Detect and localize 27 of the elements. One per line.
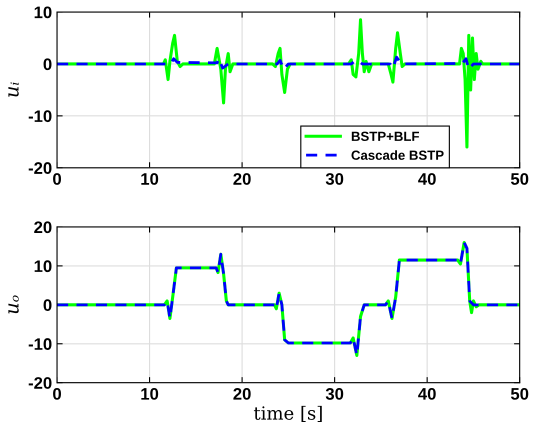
legend-label: BSTP+BLF — [352, 132, 420, 141]
x-tick-label: 0 — [53, 173, 61, 185]
y-tick-label: -20 — [28, 377, 52, 389]
x-tick-label: 40 — [418, 173, 436, 185]
y-tick-label: 0 — [44, 299, 52, 312]
x-tick-label: 20 — [233, 173, 251, 185]
y-tick-label: 20 — [34, 221, 52, 234]
y-tick-label: -10 — [28, 338, 52, 350]
y-tick-label: 10 — [34, 6, 52, 18]
y-axis-title: uₒ — [8, 295, 19, 314]
x-tick-label: 50 — [510, 173, 528, 185]
x-tick-label: 20 — [233, 388, 251, 400]
x-tick-label: 10 — [141, 388, 158, 400]
y-tick-label: -10 — [28, 110, 52, 122]
y-tick-label: 0 — [44, 58, 52, 70]
x-tick-label: 40 — [418, 388, 436, 400]
x-tick-label: 30 — [326, 388, 344, 400]
line-series — [57, 56, 520, 71]
x-tick-label: 10 — [141, 173, 158, 185]
y-tick-label: -20 — [28, 162, 52, 174]
y-axis-title: uᵢ — [8, 82, 19, 97]
x-tick-label: 50 — [510, 388, 528, 400]
x-tick-label: 0 — [53, 388, 61, 400]
x-axis-title: time [s] — [254, 406, 322, 422]
y-tick-label: 10 — [34, 260, 52, 272]
x-tick-label: 30 — [326, 173, 344, 185]
legend-label: Cascade BSTP — [351, 150, 444, 160]
